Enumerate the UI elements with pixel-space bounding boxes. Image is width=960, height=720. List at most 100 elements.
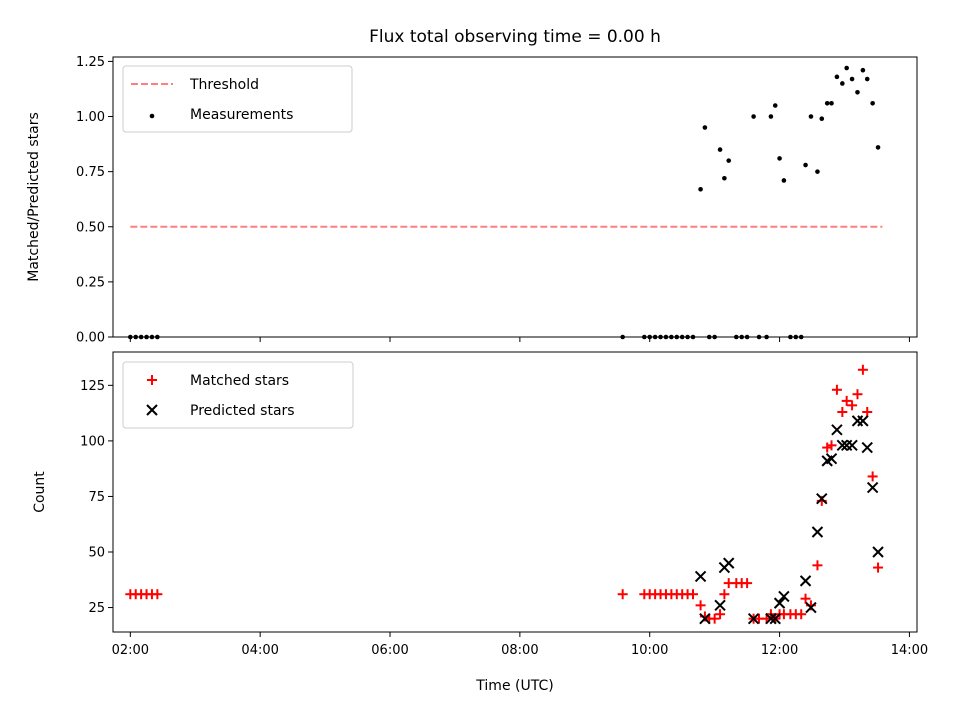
predicted-star-point [846, 439, 858, 452]
x-tick-label: 04:00 [241, 643, 278, 658]
matched-star-point [831, 384, 842, 395]
x-tick-label: 12:00 [761, 643, 798, 658]
bottom-axes-frame [112, 351, 918, 633]
predicted-star-point [769, 612, 781, 625]
predicted-marker-b [765, 612, 777, 625]
top-y-axis-ticks: 0.00 0.25 0.50 0.75 1.00 1.25 [76, 55, 113, 346]
predicted-marker-b [694, 570, 707, 583]
matched-star-point [796, 609, 807, 620]
y-tick-label: 125 [80, 379, 105, 394]
predicted-star-point [799, 575, 812, 587]
measurement-point [855, 89, 860, 95]
y-tick-label: 0.25 [76, 275, 105, 290]
top-axes-frame [112, 56, 918, 338]
matched-star-point [719, 589, 730, 600]
legend-predicted-label: Predicted stars [190, 403, 295, 419]
measurement-point [808, 114, 814, 119]
matched-star-point [152, 589, 163, 600]
predicted-star-point [816, 492, 828, 505]
matched-star-point [812, 560, 823, 571]
legend-predicted-marker [146, 404, 158, 416]
bottom-y-axis-label: Count [32, 471, 48, 513]
measurement-point [717, 147, 723, 152]
measurement-point [815, 169, 820, 174]
measurement-point [702, 125, 708, 130]
legend-matched-label: Matched stars [190, 373, 289, 389]
predicted-marker-b [846, 439, 858, 452]
predicted-marker-b [769, 612, 781, 625]
matched-star-point [688, 589, 699, 600]
legend-measurements-label: Measurements [190, 107, 293, 123]
predicted-star-point [699, 612, 711, 625]
matched-star-point [742, 578, 753, 589]
matched-star-point [695, 600, 706, 611]
matched-star-point [841, 395, 852, 406]
predicted-marker-b [799, 575, 812, 587]
predicted-star-point [857, 415, 869, 427]
predicted-star-point [836, 439, 849, 452]
top-x-axis-ticks [129, 337, 910, 342]
y-tick-label: 25 [88, 601, 105, 616]
y-tick-label: 0.50 [76, 220, 105, 235]
predicted-marker-b [699, 612, 711, 625]
measurement-point [860, 67, 866, 73]
bottom-x-axis-ticks: 02:00 04:00 06:00 08:00 10:00 12:00 14:00 [112, 632, 928, 658]
measurement-point [870, 100, 875, 106]
bottom-legend-box [122, 361, 354, 429]
x-tick-label: 10:00 [631, 643, 668, 658]
chart-title: Flux total observing time = 0.00 h [369, 27, 661, 47]
top-y-axis-label: Matched/Predicted stars [26, 112, 42, 282]
predicted-marker-b [714, 599, 726, 612]
y-tick-label: 100 [80, 434, 105, 449]
predicted-marker-b [816, 492, 828, 505]
x-tick-label: 02:00 [112, 643, 149, 658]
y-tick-label: 1.25 [76, 55, 105, 70]
matched-star-point [709, 613, 720, 624]
predicted-marker-b [861, 441, 873, 454]
predicted-star-point [723, 557, 735, 569]
predicted-star-point [811, 526, 824, 538]
predicted-star-point [825, 452, 838, 465]
matched-star-point [826, 440, 837, 451]
predicted-star-point [861, 441, 873, 454]
measurement-point [751, 114, 756, 119]
measurement-point [875, 145, 881, 150]
measurement-point [726, 158, 732, 163]
bottom-panel: 25 50 75 100 125 02:00 04:00 06:00 08:00 10:00 12… [32, 351, 928, 694]
measurement-point [772, 103, 778, 108]
top-legend-box [122, 65, 353, 133]
predicted-star-point [778, 590, 790, 603]
predicted-marker-b [857, 415, 869, 427]
bottom-legend: Matched stars Predicted stars [122, 361, 354, 429]
measurement-point [698, 186, 703, 192]
legend-threshold-label: Threshold [189, 77, 259, 93]
y-tick-label: 50 [88, 546, 105, 561]
y-tick-label: 0.75 [76, 165, 105, 180]
predicted-star-point [747, 612, 760, 625]
predicted-star-point [694, 570, 707, 583]
predicted-marker-b [831, 424, 843, 436]
matched-star-point [857, 364, 868, 375]
predicted-marker-b [836, 439, 849, 452]
predicted-star-point [872, 546, 884, 558]
predicted-marker-b [872, 546, 884, 558]
predicted-star-point [765, 612, 777, 625]
matched-star-point [617, 589, 628, 600]
legend-measurements-marker [149, 113, 155, 119]
measurement-point [722, 175, 727, 181]
x-axis-label: Time (UTC) [475, 678, 553, 694]
matched-star-point [847, 400, 858, 411]
measurement-point [849, 76, 855, 82]
measurement-point [777, 156, 782, 161]
measurement-point [768, 114, 774, 119]
matched-star-point [873, 562, 884, 573]
y-tick-label: 75 [88, 490, 105, 505]
matched-star-point [852, 389, 863, 400]
y-tick-label: 0.00 [76, 331, 105, 346]
measurement-point [781, 178, 787, 183]
predicted-marker-b [825, 452, 838, 465]
matched-star-point [867, 471, 878, 482]
predicted-marker-b [866, 481, 879, 494]
predicted-star-point [773, 597, 786, 609]
